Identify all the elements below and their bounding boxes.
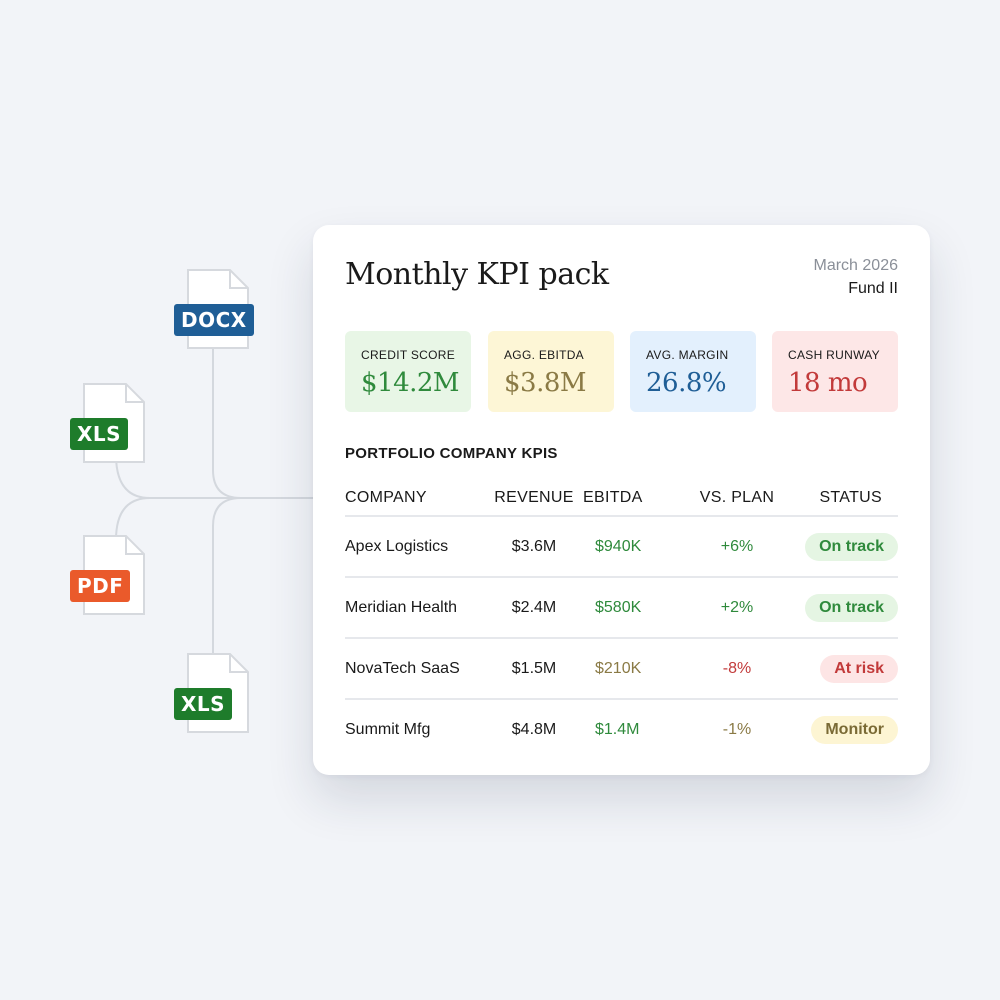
card-title: Monthly KPI pack	[345, 257, 609, 292]
fund-name: Fund II	[848, 280, 898, 297]
column-header-vs-plan: VS. PLAN	[687, 480, 787, 517]
status-cell: At risk	[787, 638, 898, 700]
kpi-tile-avg-margin: AVG. MARGIN 26.8%	[630, 331, 756, 412]
table-row: Apex Logistics $3.6M $940K +6% On track	[345, 516, 898, 578]
kpi-value: $14.2M	[361, 368, 460, 398]
column-header-revenue: REVENUE	[485, 480, 583, 517]
status-badge: On track	[805, 593, 898, 622]
revenue-cell: $1.5M	[485, 638, 583, 700]
company-name: Apex Logistics	[345, 516, 485, 578]
kpi-tile-agg-ebitda: AGG. EBITDA $3.8M	[488, 331, 614, 412]
table-row: NovaTech SaaS $1.5M $210K -8% At risk	[345, 638, 898, 700]
file-type-badge: XLS	[70, 418, 129, 450]
file-type-badge: PDF	[70, 570, 131, 602]
status-badge: Monitor	[811, 715, 898, 744]
table-header-row: COMPANY REVENUE EBITDA VS. PLAN STATUS	[345, 480, 898, 517]
status-badge: On track	[805, 532, 898, 561]
kpi-label: AGG. EBITDA	[504, 348, 584, 362]
file-type-badge: XLS	[174, 688, 233, 720]
vs-plan-cell: +2%	[687, 577, 787, 639]
vs-plan-cell: -1%	[722, 720, 752, 738]
section-title: PORTFOLIO COMPANY KPIS	[345, 445, 558, 462]
ebitda-cell: $1.4M	[595, 720, 640, 738]
column-header-status: STATUS	[787, 480, 898, 517]
kpi-pack-card: Monthly KPI pack March 2026 Fund II CRED…	[313, 225, 930, 775]
status-cell: On track	[787, 516, 898, 578]
company-name: Meridian Health	[345, 577, 485, 639]
portfolio-kpi-table: COMPANY REVENUE EBITDA VS. PLAN STATUS A…	[345, 480, 898, 759]
kpi-value: 26.8%	[646, 368, 727, 398]
vs-plan-cell: -8%	[687, 638, 787, 700]
status-cell: Monitor	[787, 699, 898, 759]
kpi-label: AVG. MARGIN	[646, 348, 729, 362]
table-row: Meridian Health $2.4M $580K +2% On track	[345, 577, 898, 639]
revenue-cell: $2.4M	[485, 577, 583, 639]
kpi-label: CASH RUNWAY	[788, 348, 880, 362]
kpi-label: CREDIT SCORE	[361, 348, 456, 362]
table-row: Summit Mfg $4.8M $1.4M -1% Monitor	[345, 699, 898, 759]
status-cell: On track	[787, 577, 898, 639]
revenue-cell: $4.8M	[511, 720, 557, 738]
revenue-cell: $3.6M	[485, 516, 583, 578]
vs-plan-cell: +6%	[687, 516, 787, 578]
kpi-value: 18 mo	[788, 368, 868, 398]
company-name: NovaTech SaaS	[345, 638, 485, 700]
kpi-tile-cash-runway: CASH RUNWAY 18 mo	[772, 331, 898, 412]
kpi-value: $3.8M	[504, 368, 587, 398]
kpi-tile-credit-score: CREDIT SCORE $14.2M	[345, 331, 471, 412]
column-header-company: COMPANY	[345, 480, 485, 517]
ebitda-cell: $580K	[583, 577, 687, 639]
status-badge: At risk	[820, 654, 898, 683]
file-type-badge: DOCX	[174, 304, 254, 336]
report-date: March 2026	[813, 257, 899, 274]
column-header-ebitda: EBITDA	[583, 480, 687, 517]
company-name: Summit Mfg	[345, 720, 431, 738]
kpi-tiles: CREDIT SCORE $14.2M AGG. EBITDA $3.8M AV…	[345, 331, 898, 412]
ebitda-cell: $940K	[583, 516, 687, 578]
ebitda-cell: $210K	[583, 638, 687, 700]
